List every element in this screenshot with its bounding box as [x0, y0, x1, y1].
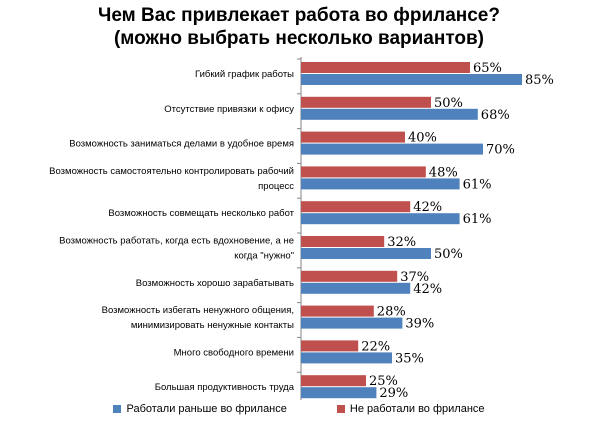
bar-before — [301, 108, 478, 120]
data-label-never: 25% — [369, 374, 398, 389]
category-label: процесс — [258, 181, 294, 192]
data-label-never: 65% — [473, 61, 502, 76]
bar-before — [301, 317, 403, 329]
legend-label-before: Работали раньше во фрилансе — [126, 403, 287, 415]
bar-never — [301, 131, 405, 143]
legend-label-never: Не работали во фрилансе — [349, 403, 485, 415]
data-label-never: 40% — [408, 131, 437, 146]
data-label-never: 37% — [400, 270, 429, 285]
bar-never — [301, 340, 359, 352]
data-label-never: 28% — [377, 305, 406, 320]
bar-before — [301, 387, 377, 399]
data-label-before: 85% — [525, 73, 554, 88]
data-label-never: 32% — [387, 235, 416, 250]
data-label-never: 22% — [361, 339, 390, 354]
bar-never — [301, 166, 426, 178]
bar-never — [301, 96, 431, 108]
data-label-never: 48% — [429, 165, 458, 180]
legend: Работали раньше во фрилансе Не работали … — [0, 403, 598, 415]
bar-before — [301, 282, 411, 294]
chart-title-line2: (можно выбрать несколько вариантов) — [113, 28, 485, 49]
category-label: Возможность работать, когда есть вдохнов… — [59, 236, 294, 247]
bar-before — [301, 178, 460, 190]
category-label: Гибкий график работы — [195, 69, 294, 80]
data-label-before: 39% — [405, 317, 434, 332]
data-label-before: 61% — [463, 212, 492, 227]
chart-title-line1: Чем Вас привлекает работа во фрилансе? — [98, 5, 500, 26]
bar-before — [301, 143, 483, 155]
chart-title: Чем Вас привлекает работа во фрилансе? (… — [0, 4, 598, 50]
bar-never — [301, 201, 411, 213]
bar-never — [301, 375, 366, 387]
bar-before — [301, 213, 460, 225]
legend-swatch-before — [113, 405, 122, 413]
category-label: Много свободного времени — [174, 347, 294, 358]
category-label: Возможность избегать ненужного общения, — [102, 305, 294, 316]
data-label-before: 29% — [379, 386, 408, 400]
category-label: Возможность совмещать несколько работ — [108, 208, 294, 219]
category-label: Отсутствие привязки к офису — [164, 104, 294, 115]
category-label: минимизировать ненужные контакты — [131, 320, 294, 331]
legend-swatch-never — [336, 405, 345, 413]
category-label: Возможность хорошо зарабатывать — [136, 278, 294, 289]
bar-before — [301, 74, 522, 85]
data-label-never: 50% — [434, 96, 463, 111]
data-label-before: 61% — [463, 177, 492, 192]
bar-never — [301, 236, 385, 247]
data-label-before: 35% — [395, 351, 424, 366]
category-label: когда "нужно" — [234, 251, 294, 262]
legend-item-never: Не работали во фрилансе — [336, 403, 485, 415]
data-label-before: 68% — [481, 108, 510, 123]
bar-never — [301, 62, 470, 73]
bar-never — [301, 270, 398, 282]
data-label-before: 50% — [434, 247, 463, 262]
data-label-before: 70% — [486, 143, 515, 158]
data-label-before: 42% — [413, 282, 442, 297]
category-label: Возможность заниматься делами в удобное … — [69, 139, 294, 150]
bar-before — [301, 248, 431, 259]
bar-before — [301, 352, 392, 364]
bar-never — [301, 305, 374, 317]
legend-item-before: Работали раньше во фрилансе — [113, 403, 287, 415]
category-label: Возможность самостоятельно контролироват… — [49, 166, 294, 177]
bar-chart: Гибкий график работы 65% 85% Отсутствие при… — [49, 57, 554, 400]
category-label: Большая продуктивность труда — [155, 382, 295, 393]
data-label-never: 42% — [413, 200, 442, 215]
